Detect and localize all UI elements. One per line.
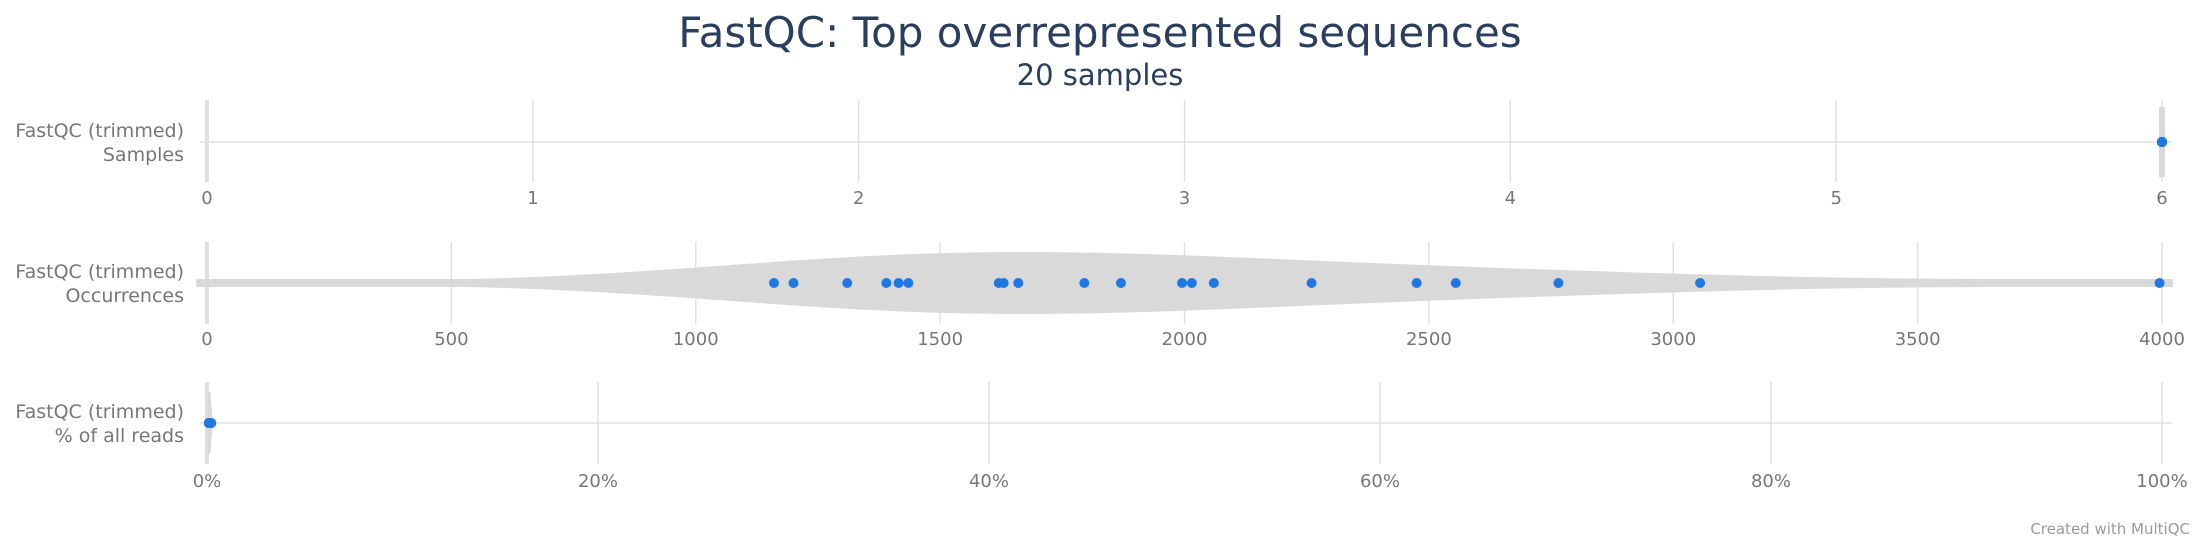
x-tick-label: 1000 (673, 329, 719, 350)
data-point (1013, 278, 1024, 288)
x-tick-label: 1500 (917, 329, 963, 350)
x-tick-label: 2 (853, 188, 864, 209)
x-tick-label: 2500 (1406, 329, 1452, 350)
x-tick-label: 0% (193, 471, 222, 492)
x-tick-label: 0 (201, 329, 212, 350)
row-label: FastQC (trimmed) (15, 401, 184, 423)
x-tick-label: 60% (1360, 471, 1400, 492)
x-tick-label: 100% (2136, 471, 2187, 492)
data-point (768, 278, 779, 288)
data-point (2154, 278, 2165, 288)
row-label: Samples (103, 144, 184, 166)
x-tick-label: 4000 (2139, 329, 2185, 350)
x-tick-label: 3 (1179, 188, 1190, 209)
x-tick-label: 0 (201, 188, 212, 209)
chart-title: FastQC: Top overrepresented sequences (678, 8, 1522, 57)
data-point (1186, 278, 1197, 288)
x-tick-label: 40% (969, 471, 1009, 492)
x-tick-label: 3000 (1650, 329, 1696, 350)
data-point (1450, 278, 1461, 288)
x-tick-label: 500 (434, 329, 468, 350)
data-point (1411, 278, 1422, 288)
x-tick-label: 20% (578, 471, 618, 492)
data-point (1079, 278, 1090, 288)
chart-subtitle: 20 samples (1016, 58, 1184, 92)
row-label: Occurrences (65, 285, 184, 307)
data-point (998, 278, 1009, 288)
multiqc-credit: Created with MultiQC (2030, 520, 2190, 538)
x-tick-label: 6 (2156, 188, 2167, 209)
row-label: FastQC (trimmed) (15, 120, 184, 142)
data-point (1306, 278, 1317, 288)
data-point (842, 278, 853, 288)
x-tick-label: 2000 (1162, 329, 1208, 350)
data-point (893, 278, 904, 288)
data-point (206, 418, 217, 428)
data-point (2157, 137, 2167, 147)
x-tick-label: 3500 (1895, 329, 1941, 350)
data-point (1177, 278, 1188, 288)
data-point (881, 278, 892, 288)
data-point (1553, 278, 1564, 288)
data-point (1695, 278, 1706, 288)
data-point (788, 278, 799, 288)
data-point (1208, 278, 1219, 288)
data-point (1115, 278, 1126, 288)
x-tick-label: 80% (1751, 471, 1791, 492)
x-tick-label: 1 (527, 188, 538, 209)
x-tick-label: 5 (1830, 188, 1841, 209)
row-label: FastQC (trimmed) (15, 261, 184, 283)
row-label: % of all reads (55, 425, 184, 447)
x-tick-label: 4 (1505, 188, 1516, 209)
data-point (903, 278, 914, 288)
